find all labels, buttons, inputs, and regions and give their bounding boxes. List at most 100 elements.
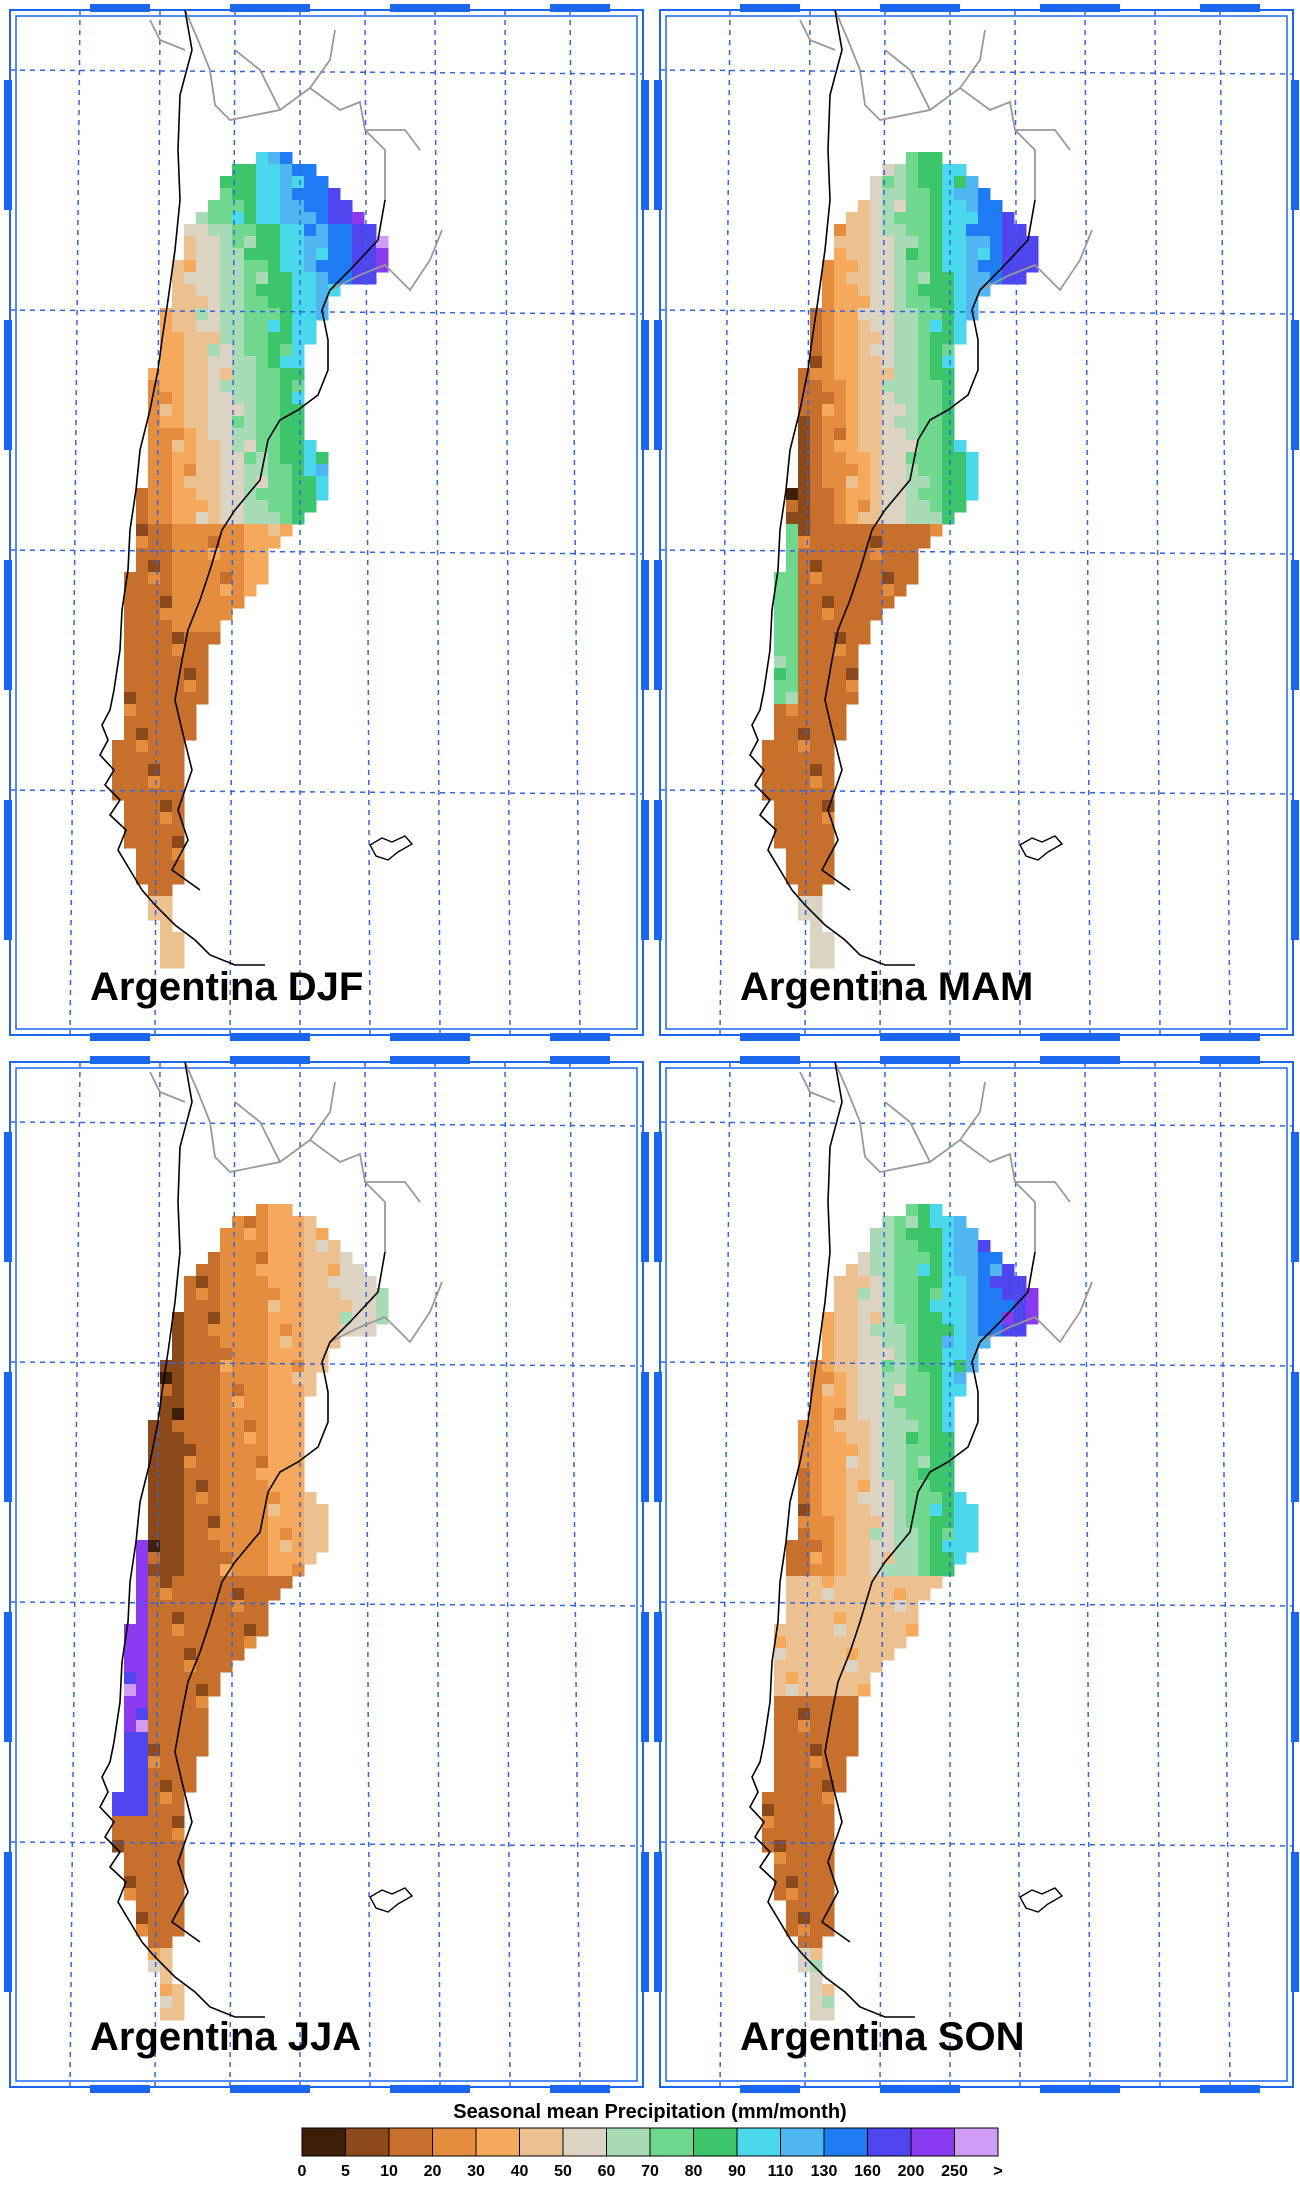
- precip-cell: [184, 572, 197, 585]
- island-outline: [1019, 1887, 1064, 1913]
- lat-lon-gridlines: [660, 10, 1293, 1035]
- precip-cell: [810, 524, 823, 537]
- precip-cell: [196, 248, 209, 261]
- precip-cell: [786, 1636, 799, 1649]
- precip-cell: [160, 620, 173, 633]
- precip-cell: [834, 332, 847, 345]
- precip-cell: [810, 608, 823, 621]
- precip-cell: [208, 1540, 221, 1553]
- precip-cell: [292, 1300, 305, 1313]
- precip-cell: [292, 164, 305, 177]
- precip-cell: [906, 1264, 919, 1277]
- precip-cell: [906, 200, 919, 213]
- precip-cell: [786, 836, 799, 849]
- precip-cell: [124, 632, 137, 645]
- precip-cell: [1002, 260, 1015, 273]
- precip-cell: [160, 1552, 173, 1565]
- precip-cell: [846, 1432, 859, 1445]
- precip-cell: [906, 260, 919, 273]
- precip-cell: [894, 368, 907, 381]
- precip-cell: [184, 1312, 197, 1325]
- precip-cell: [846, 332, 859, 345]
- precip-cell: [858, 404, 871, 417]
- precip-cell: [906, 356, 919, 369]
- precip-cell: [196, 368, 209, 381]
- precip-cell: [990, 1288, 1003, 1301]
- lat-lon-gridlines: [10, 1062, 643, 2087]
- precip-cell: [882, 248, 895, 261]
- precip-cell: [244, 284, 257, 297]
- precip-cell: [954, 1492, 967, 1505]
- precip-cell: [256, 428, 269, 441]
- frame-tick: [4, 80, 12, 210]
- precip-cell: [124, 1816, 137, 1829]
- precip-cell: [846, 1492, 859, 1505]
- precip-cell: [220, 428, 233, 441]
- precip-cell: [196, 488, 209, 501]
- precip-cell: [834, 344, 847, 357]
- precip-cell: [244, 368, 257, 381]
- precip-cell: [798, 1948, 811, 1961]
- precip-cell: [798, 1732, 811, 1745]
- precip-cell: [184, 272, 197, 285]
- precip-cell: [834, 224, 847, 237]
- precip-cell: [918, 380, 931, 393]
- precip-cell: [930, 1348, 943, 1361]
- precip-cell: [894, 464, 907, 477]
- precip-cell: [954, 164, 967, 177]
- precip-cell: [280, 1216, 293, 1229]
- precip-cell: [870, 572, 883, 585]
- precip-cell: [870, 1456, 883, 1469]
- precip-cell: [196, 1372, 209, 1385]
- precip-cell: [882, 1648, 895, 1661]
- precip-cell: [966, 212, 979, 225]
- precip-cell: [184, 332, 197, 345]
- precip-cell: [280, 464, 293, 477]
- precip-cell: [292, 488, 305, 501]
- precip-cell: [160, 536, 173, 549]
- precip-cell: [870, 1624, 883, 1637]
- precip-cell: [244, 416, 257, 429]
- precip-cell: [124, 764, 137, 777]
- precip-cell: [160, 1936, 173, 1949]
- precip-cell: [786, 572, 799, 585]
- precip-cell: [160, 656, 173, 669]
- precip-cell: [280, 1228, 293, 1241]
- precip-cell: [268, 272, 281, 285]
- precip-cell: [184, 1288, 197, 1301]
- precip-cell: [316, 1540, 329, 1553]
- precip-cell: [846, 1636, 859, 1649]
- precip-cell: [304, 464, 317, 477]
- precip-cell: [870, 356, 883, 369]
- precip-cell: [798, 1600, 811, 1613]
- precip-cell: [834, 1312, 847, 1325]
- precip-cell: [160, 872, 173, 885]
- precip-cell: [822, 716, 835, 729]
- frame-tick: [230, 1056, 310, 1064]
- frame-tick: [1291, 320, 1299, 450]
- precip-cell: [196, 536, 209, 549]
- precip-cell: [184, 1432, 197, 1445]
- precip-cell: [148, 1828, 161, 1841]
- precip-cell: [172, 836, 185, 849]
- precip-cell: [870, 1336, 883, 1349]
- precip-cell: [810, 920, 823, 933]
- precip-cell: [124, 1792, 137, 1805]
- precip-cell: [124, 1876, 137, 1889]
- precip-cell: [810, 1396, 823, 1409]
- precip-cell: [846, 512, 859, 525]
- precip-cell: [822, 380, 835, 393]
- precip-cell: [184, 716, 197, 729]
- precip-cell: [172, 1552, 185, 1565]
- precip-cell: [280, 428, 293, 441]
- precip-cell: [942, 224, 955, 237]
- precip-cell: [774, 716, 787, 729]
- precip-cell: [196, 596, 209, 609]
- precip-cell: [280, 248, 293, 261]
- precip-cell: [268, 1408, 281, 1421]
- precip-cell: [352, 1264, 365, 1277]
- precip-cell: [328, 1276, 341, 1289]
- precip-cell: [990, 1312, 1003, 1325]
- precip-cell: [292, 176, 305, 189]
- longitude-line: [504, 1062, 511, 2087]
